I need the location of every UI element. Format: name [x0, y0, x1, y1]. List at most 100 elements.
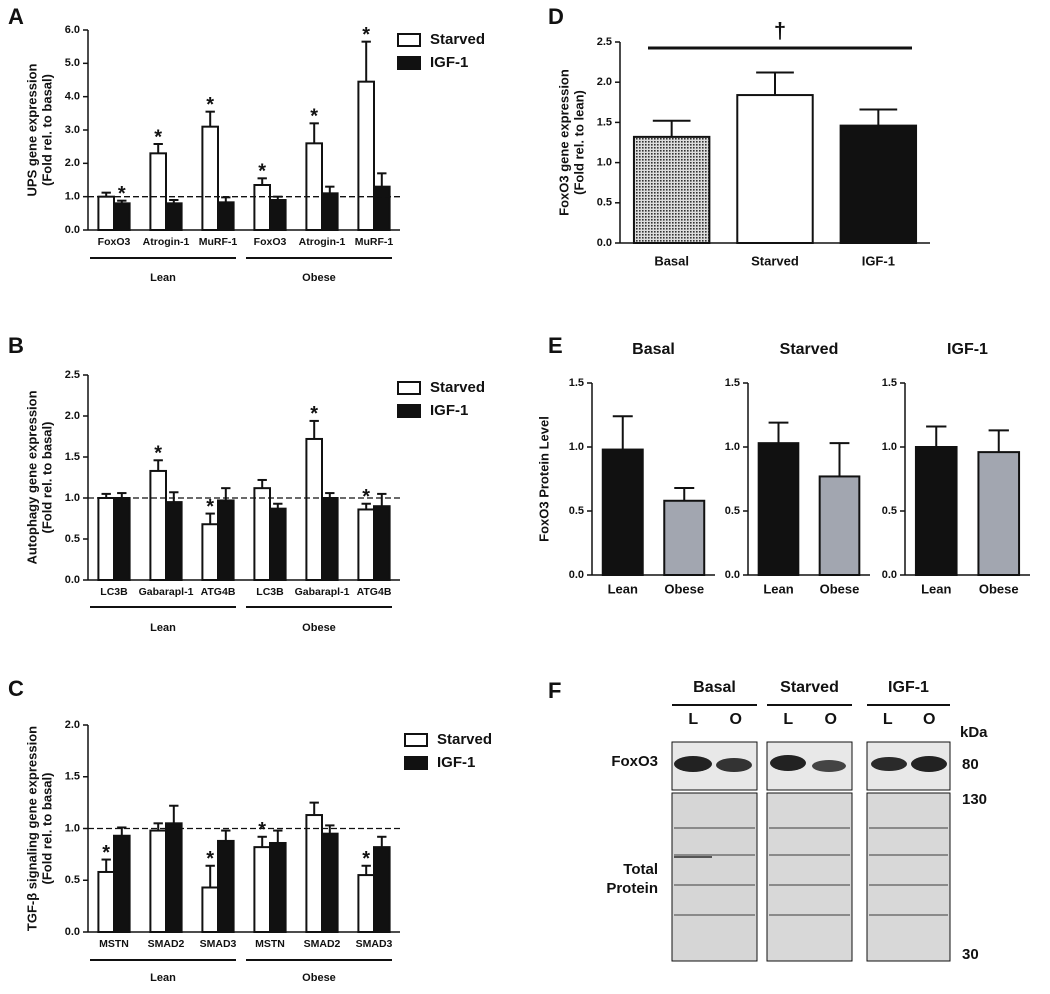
x-tick-label: MSTN [255, 938, 285, 950]
bar [253, 184, 271, 231]
row-label-line: Total [623, 861, 658, 878]
x-tick-label: Lean [763, 581, 793, 596]
bar [305, 814, 323, 933]
y-tick-label: 0.0 [65, 926, 80, 938]
significance-star: * [362, 848, 370, 870]
blot-band [812, 760, 846, 772]
legend-label: Starved [437, 731, 492, 748]
bar [736, 94, 814, 245]
bar [663, 499, 706, 577]
group-label: Obese [302, 972, 336, 984]
panel-letter: A [8, 4, 24, 29]
y-tick-label: 2.0 [65, 157, 80, 169]
bar [97, 195, 116, 232]
x-tick-label: MuRF-1 [355, 236, 394, 248]
bar [914, 446, 958, 576]
bar [97, 497, 116, 581]
bar [165, 501, 183, 582]
bar [217, 839, 235, 933]
bar [373, 846, 391, 934]
x-tick-label: SMAD3 [356, 938, 393, 950]
lane-label: L [688, 711, 698, 728]
x-tick-label: Gabarapl-1 [139, 586, 194, 598]
bar [357, 80, 375, 231]
bar [373, 505, 391, 582]
group-label: Lean [150, 972, 176, 984]
y-tick-label: 1.0 [65, 191, 80, 203]
y-tick-label: 0.0 [725, 569, 740, 581]
y-tick-label: 6.0 [65, 24, 80, 36]
group-label: Obese [302, 272, 336, 284]
subplot-title: Basal [632, 341, 675, 358]
y-axis-label: TGF-β signaling gene expression [24, 726, 39, 931]
y-tick-label: 2.0 [65, 719, 80, 731]
x-tick-label: ATG4B [357, 586, 392, 598]
y-tick-label: 0.5 [882, 505, 897, 517]
group-label: Obese [302, 622, 336, 634]
legend-swatch [397, 404, 421, 418]
significance-star: * [206, 496, 214, 518]
panel-letter: F [548, 678, 561, 703]
legend-label: IGF-1 [437, 754, 475, 771]
condition-label: Starved [780, 679, 839, 696]
y-tick-label: 0.5 [569, 505, 584, 517]
bar [253, 487, 271, 581]
significance-star: * [310, 106, 318, 128]
legend-swatch [404, 733, 428, 747]
bar [113, 497, 131, 581]
bar [757, 442, 800, 576]
legend-label: Starved [430, 31, 485, 48]
significance-star: * [102, 842, 110, 864]
legend-label: IGF-1 [430, 402, 468, 419]
bar [357, 874, 375, 934]
lane-label: O [730, 711, 742, 728]
y-tick-label: 2.0 [597, 76, 612, 88]
x-tick-label: Obese [820, 581, 860, 596]
bar [357, 508, 375, 582]
blot-band [911, 756, 947, 772]
subplot-title: Starved [780, 341, 839, 358]
bar [632, 135, 711, 244]
bar [373, 185, 391, 232]
y-axis-label: FoxO3 Protein Level [536, 416, 551, 542]
x-tick-label: MuRF-1 [199, 236, 238, 248]
y-tick-label: 1.5 [65, 451, 80, 463]
panel-letter: B [8, 333, 24, 358]
legend-swatch [397, 33, 421, 47]
significance-star: * [154, 443, 162, 465]
panel-letter: E [548, 333, 563, 358]
significance-star: * [206, 94, 214, 116]
x-tick-label: SMAD2 [304, 938, 341, 950]
bar [201, 125, 219, 231]
x-tick-label: SMAD3 [200, 938, 237, 950]
y-axis-label: (Fold rel. to basal) [39, 74, 54, 186]
x-tick-label: LC3B [100, 586, 128, 598]
x-tick-label: Gabarapl-1 [295, 586, 350, 598]
significance-star: * [118, 183, 126, 205]
x-tick-label: Obese [664, 581, 704, 596]
x-tick-label: SMAD2 [148, 938, 185, 950]
y-tick-label: 0.5 [725, 505, 740, 517]
bar [113, 834, 131, 933]
blot-box [866, 792, 951, 962]
bar [321, 192, 339, 231]
bar [305, 437, 323, 581]
y-tick-label: 1.0 [65, 822, 80, 834]
bar [149, 152, 167, 231]
blot-band [871, 757, 907, 771]
legend-swatch [397, 56, 421, 70]
bar [601, 448, 644, 576]
significance-star: * [362, 486, 370, 508]
y-tick-label: 1.0 [882, 441, 897, 453]
group-label: Lean [150, 622, 176, 634]
y-axis-label: (Fold rel. to basal) [39, 422, 54, 534]
subplot-title: IGF-1 [947, 341, 988, 358]
y-tick-label: 0.5 [597, 197, 612, 209]
x-tick-label: Atrogin-1 [299, 236, 346, 248]
bar [149, 469, 167, 581]
y-tick-label: 1.5 [569, 377, 584, 389]
y-axis-label: FoxO3 gene expression [556, 69, 571, 216]
y-tick-label: 4.0 [65, 91, 80, 103]
y-tick-label: 1.5 [882, 377, 897, 389]
significance-star: * [258, 161, 266, 183]
